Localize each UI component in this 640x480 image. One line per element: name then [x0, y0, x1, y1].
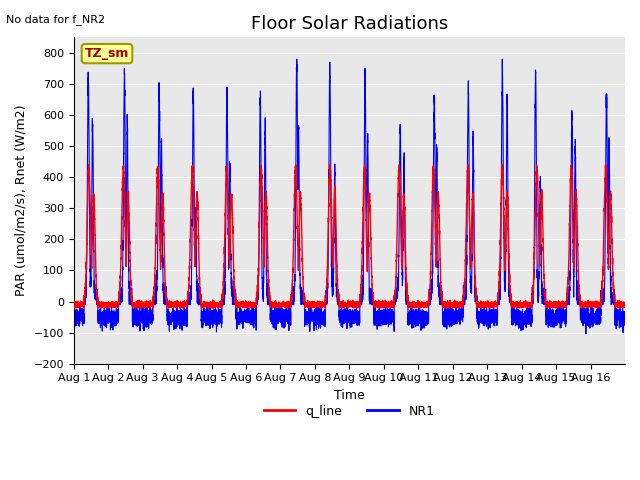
Y-axis label: PAR (umol/m2/s), Rnet (W/m2): PAR (umol/m2/s), Rnet (W/m2) [15, 105, 28, 296]
Text: No data for f_NR2: No data for f_NR2 [6, 14, 106, 25]
Legend: q_line, NR1: q_line, NR1 [259, 400, 440, 423]
Text: TZ_sm: TZ_sm [85, 47, 129, 60]
Title: Floor Solar Radiations: Floor Solar Radiations [251, 15, 448, 33]
X-axis label: Time: Time [334, 389, 365, 402]
